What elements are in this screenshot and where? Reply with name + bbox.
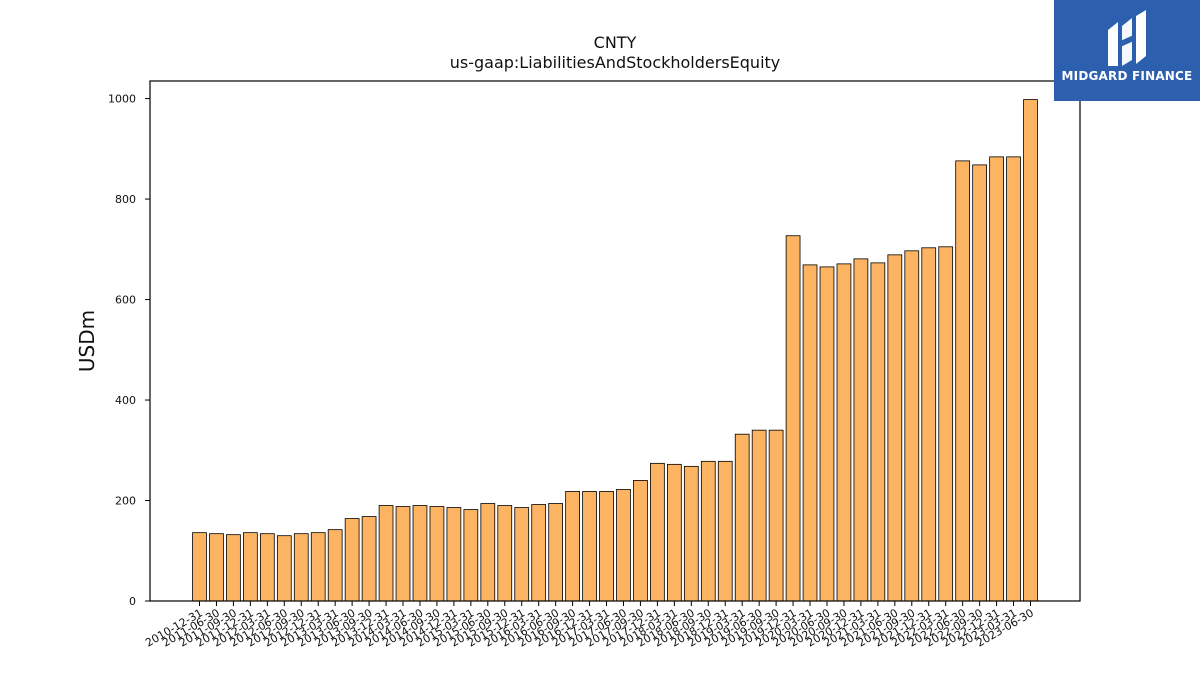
bar-2012-09-30 <box>293 533 309 602</box>
bar-2014-06-30 <box>412 505 428 602</box>
bar-2018-12-31 <box>717 460 733 602</box>
bar-2020-12-31 <box>853 258 869 602</box>
y-tick-label: 1000 <box>108 93 136 106</box>
bar-2021-09-30 <box>904 250 920 602</box>
bar-2022-06-30 <box>955 160 971 602</box>
bar-2013-12-31 <box>378 505 394 602</box>
bar-2017-09-30 <box>633 480 648 602</box>
bar-2020-03-31 <box>802 264 818 602</box>
bar-2015-03-31 <box>463 509 479 602</box>
bar-2018-09-30 <box>700 460 716 602</box>
bar-2023-06-30 <box>1023 99 1038 602</box>
bar-2014-03-31 <box>395 506 411 602</box>
plot-frame <box>149 80 1081 602</box>
bar-2015-06-30 <box>480 503 496 602</box>
y-tick-label: 0 <box>129 595 136 608</box>
bar-2016-09-30 <box>565 491 580 602</box>
bar-2022-03-31 <box>938 246 954 602</box>
bar-2016-12-31 <box>582 491 597 602</box>
bar-2018-06-30 <box>683 465 699 602</box>
bar-2017-12-31 <box>650 462 665 602</box>
logo-text: MIDGARD FINANCE <box>1061 69 1193 83</box>
bar-2014-09-30 <box>429 506 445 602</box>
bar-2013-06-30 <box>344 518 360 602</box>
bar-2021-03-31 <box>870 262 886 602</box>
y-axis-label: USDm <box>75 310 99 372</box>
bar-2019-12-31 <box>785 235 801 602</box>
midgard-finance-logo: MIDGARD FINANCE <box>1054 0 1200 101</box>
bar-2010-12-31 <box>192 532 207 602</box>
x-axis: 2010-12-312011-06-302011-09-302011-12-31… <box>143 601 1036 650</box>
bar-2017-03-31 <box>599 491 614 602</box>
bar-2019-06-30 <box>751 429 767 602</box>
y-tick-label: 400 <box>115 394 136 407</box>
bar-2011-06-30 <box>209 533 224 602</box>
bar-2011-12-31 <box>243 532 258 602</box>
bar-2018-03-31 <box>667 463 682 602</box>
bar-2016-06-30 <box>548 503 564 602</box>
bar-2012-03-31 <box>259 533 275 602</box>
bar-2020-09-30 <box>836 263 852 602</box>
bars-group <box>192 99 1038 602</box>
bar-2019-09-30 <box>768 429 784 602</box>
bar-2012-06-30 <box>276 535 292 602</box>
bar-2016-03-31 <box>531 504 547 602</box>
bar-2021-06-30 <box>887 254 903 602</box>
y-tick-label: 800 <box>115 193 136 206</box>
bar-2020-06-30 <box>819 266 835 602</box>
logo-mark-icon <box>1108 10 1146 66</box>
bar-2012-12-31 <box>310 532 326 602</box>
bar-2023-03-31 <box>1006 156 1021 602</box>
bar-2015-12-31 <box>514 507 530 602</box>
bar-2013-03-31 <box>327 529 343 602</box>
bar-2011-09-30 <box>226 534 241 602</box>
chart-title: CNTY <box>593 33 637 52</box>
bar-2015-09-30 <box>497 505 513 602</box>
chart-subtitle: us-gaap:LiabilitiesAndStockholdersEquity <box>449 53 781 72</box>
bar-2021-12-31 <box>921 247 937 602</box>
bar-2014-12-31 <box>446 507 462 602</box>
y-tick-label: 200 <box>115 495 136 508</box>
y-axis: 0 200 400 600 800 1000 <box>108 93 150 608</box>
y-tick-label: 600 <box>115 294 136 307</box>
bar-2017-06-30 <box>616 489 631 602</box>
bar-2013-09-30 <box>361 516 377 602</box>
bar-2019-03-31 <box>734 433 750 602</box>
bar-2022-09-30 <box>972 164 987 602</box>
bar-2022-12-31 <box>989 156 1004 602</box>
